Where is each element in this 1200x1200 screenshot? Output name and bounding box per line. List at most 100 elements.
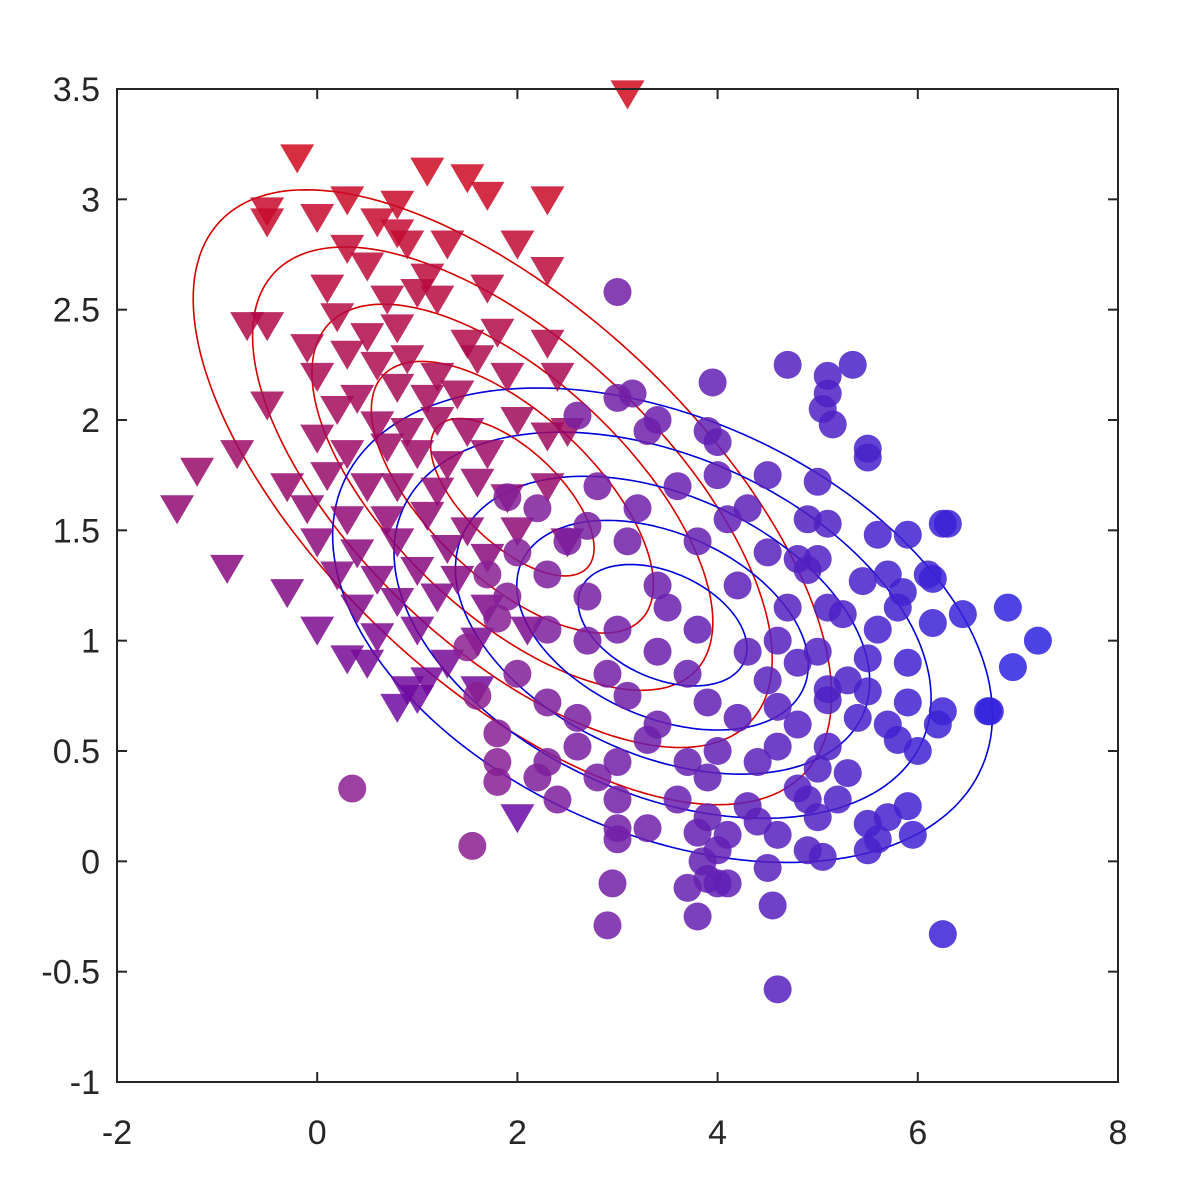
circle-point: [713, 505, 742, 534]
circle-point: [763, 732, 792, 761]
circle-point: [763, 975, 792, 1004]
triangle-point: [380, 190, 415, 220]
circle-point: [533, 560, 562, 589]
triangle-point: [330, 440, 365, 470]
circle-point: [763, 820, 792, 849]
circle-point: [493, 483, 522, 512]
triangle-point: [250, 208, 285, 238]
triangle-point: [270, 473, 305, 503]
triangle-point: [530, 256, 565, 286]
circle-point: [853, 644, 882, 673]
triangle-point: [340, 384, 375, 414]
circle-point: [723, 571, 752, 600]
circle-point: [783, 710, 812, 739]
circle-point: [998, 653, 1027, 682]
circle-point: [573, 582, 602, 611]
circle-point: [653, 593, 682, 622]
circle-point: [543, 785, 572, 814]
triangle-point: [450, 329, 485, 359]
circle-point: [453, 633, 482, 662]
circle-point: [763, 692, 792, 721]
triangle-point: [340, 539, 375, 569]
circle-point: [563, 732, 592, 761]
circle-point: [673, 659, 702, 688]
circle-point: [753, 666, 782, 695]
circle-point: [633, 725, 662, 754]
x-axis: -2 0 2 4 6 8: [102, 89, 1128, 1152]
triangle-point: [610, 80, 645, 110]
circle-point: [743, 748, 772, 777]
circle-point: [643, 637, 672, 666]
circle-point: [903, 737, 932, 765]
circle-point: [753, 461, 782, 490]
y-tick-label: 3: [81, 181, 100, 219]
circle-point: [803, 467, 832, 496]
circle-point: [723, 703, 752, 732]
triangle-point: [450, 164, 485, 194]
plot-frame: [116, 88, 1119, 1083]
triangle-point: [330, 234, 365, 264]
circle-point: [703, 461, 732, 490]
circle-point: [553, 527, 582, 556]
triangle-point: [420, 583, 455, 613]
triangle-point: [530, 422, 565, 452]
circle-point: [683, 902, 712, 931]
triangle-point: [380, 693, 415, 723]
triangle-point: [340, 594, 375, 624]
triangle-point: [390, 418, 425, 448]
x-tick-label: -2: [102, 1114, 132, 1152]
circle-point: [643, 571, 672, 600]
circle-point: [713, 869, 742, 898]
triangle-point: [380, 373, 415, 403]
triangle-point: [310, 274, 345, 304]
red-contour: [192, 188, 833, 806]
triangle-point: [400, 440, 435, 470]
triangle-point: [360, 351, 395, 381]
triangle-point: [350, 473, 385, 503]
triangle-point: [420, 477, 455, 507]
circle-point: [598, 869, 627, 898]
circle-point: [893, 648, 922, 677]
circle-point: [683, 818, 712, 847]
triangle-point: [380, 219, 415, 249]
triangle-point: [420, 407, 455, 436]
circle-point: [533, 615, 562, 644]
circle-point: [663, 472, 692, 501]
circle-point: [773, 350, 802, 379]
y-tick-label: 0: [81, 843, 100, 881]
circle-point: [503, 538, 532, 567]
triangle-point: [160, 495, 195, 525]
triangle-point: [490, 362, 525, 392]
circle-point: [483, 767, 512, 796]
triangle-point: [440, 380, 475, 410]
circle-point: [818, 410, 847, 439]
circle-point: [893, 520, 922, 549]
triangle-point: [360, 623, 395, 653]
circle-point: [583, 763, 612, 792]
circle-point: [593, 911, 622, 940]
circle-point: [633, 417, 662, 446]
triangle-point: [370, 433, 405, 463]
circle-point: [483, 604, 512, 633]
y-axis: -1 -0.5 0 0.5 1 1.5 2 2.5 3 3.5: [41, 71, 1118, 1102]
triangle-point: [370, 285, 405, 315]
triangle-point: [300, 362, 335, 392]
triangle-point: [400, 685, 435, 715]
x-tick-label: 8: [1109, 1114, 1128, 1152]
triangle-point: [460, 468, 495, 498]
circle-point: [828, 600, 857, 629]
circle-point: [473, 560, 502, 589]
circle-point: [603, 748, 632, 777]
circle-point: [813, 509, 842, 538]
circle-point: [523, 494, 552, 523]
circle-point: [623, 494, 652, 523]
triangle-point: [250, 391, 285, 421]
circle-point: [833, 759, 862, 788]
triangle-point: [300, 203, 335, 233]
circle-point: [893, 792, 922, 821]
circle-point: [853, 443, 882, 472]
triangle-point: [280, 144, 315, 174]
circle-point: [753, 538, 782, 567]
triangle-point: [270, 579, 305, 609]
